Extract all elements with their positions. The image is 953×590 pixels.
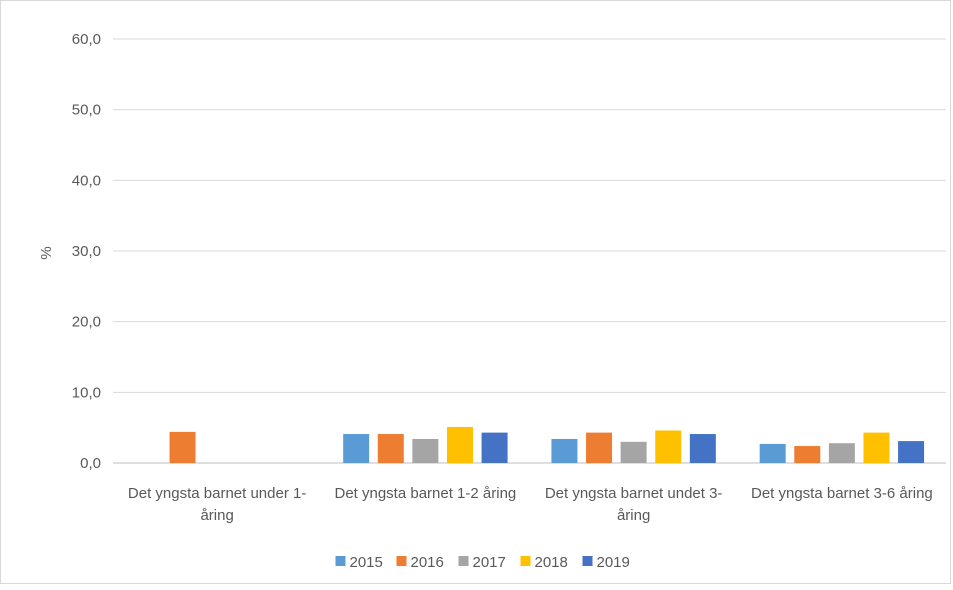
y-axis-ticks: 0,0 10,0 20,0 30,0 40,0 50,0 60,0 — [72, 31, 101, 472]
x-category-label: Det yngsta barnet 3-6 åring — [751, 485, 933, 502]
legend-label-2017: 2017 — [473, 554, 506, 571]
bar-2016-1 — [377, 434, 404, 463]
legend-swatch-2018 — [520, 556, 531, 566]
bar-2015-1 — [343, 434, 370, 463]
bar-2017-3 — [828, 443, 855, 463]
bar-2018-1 — [446, 426, 473, 463]
x-category-label: åring — [200, 507, 233, 524]
bar-2015-2 — [551, 438, 578, 463]
legend-label-2015: 2015 — [350, 554, 383, 571]
x-category-label: Det yngsta barnet 1-2 åring — [334, 485, 516, 502]
bars — [169, 426, 925, 463]
y-tick-label: 0,0 — [80, 455, 101, 472]
legend-label-2018: 2018 — [535, 554, 568, 571]
legend-swatch-2015 — [335, 556, 346, 566]
bar-2019-3 — [898, 441, 925, 463]
y-tick-label: 60,0 — [72, 31, 101, 48]
bar-2016-0 — [169, 431, 196, 463]
gridlines — [113, 38, 946, 464]
legend-swatch-2017 — [458, 556, 469, 566]
legend-swatch-2016 — [396, 556, 407, 566]
y-tick-label: 30,0 — [72, 243, 101, 260]
bar-2018-3 — [863, 432, 890, 463]
x-axis-categories: Det yngsta barnet under 1- åring Det yngst… — [128, 485, 933, 524]
y-tick-label: 20,0 — [72, 314, 101, 331]
y-tick-label: 40,0 — [72, 172, 101, 189]
x-category-label: åring — [617, 507, 650, 524]
y-axis-label: % — [38, 246, 55, 259]
x-category-label: Det yngsta barnet under 1- — [128, 485, 306, 502]
bar-2015-3 — [759, 443, 786, 463]
bar-2019-2 — [689, 434, 716, 463]
legend-swatch-2019 — [582, 556, 593, 566]
bar-2016-2 — [586, 432, 613, 463]
bar-2019-1 — [481, 432, 508, 463]
bar-2017-2 — [620, 441, 647, 463]
y-tick-label: 10,0 — [72, 384, 101, 401]
bar-2017-1 — [412, 438, 439, 463]
x-category-label: Det yngsta barnet undet 3- — [545, 485, 723, 502]
bar-2018-2 — [655, 430, 682, 463]
bar-2016-3 — [794, 446, 821, 463]
legend-label-2019: 2019 — [597, 554, 630, 571]
legend: 2015 2016 2017 2018 2019 — [335, 554, 630, 571]
y-tick-label: 50,0 — [72, 102, 101, 119]
legend-label-2016: 2016 — [411, 554, 444, 571]
